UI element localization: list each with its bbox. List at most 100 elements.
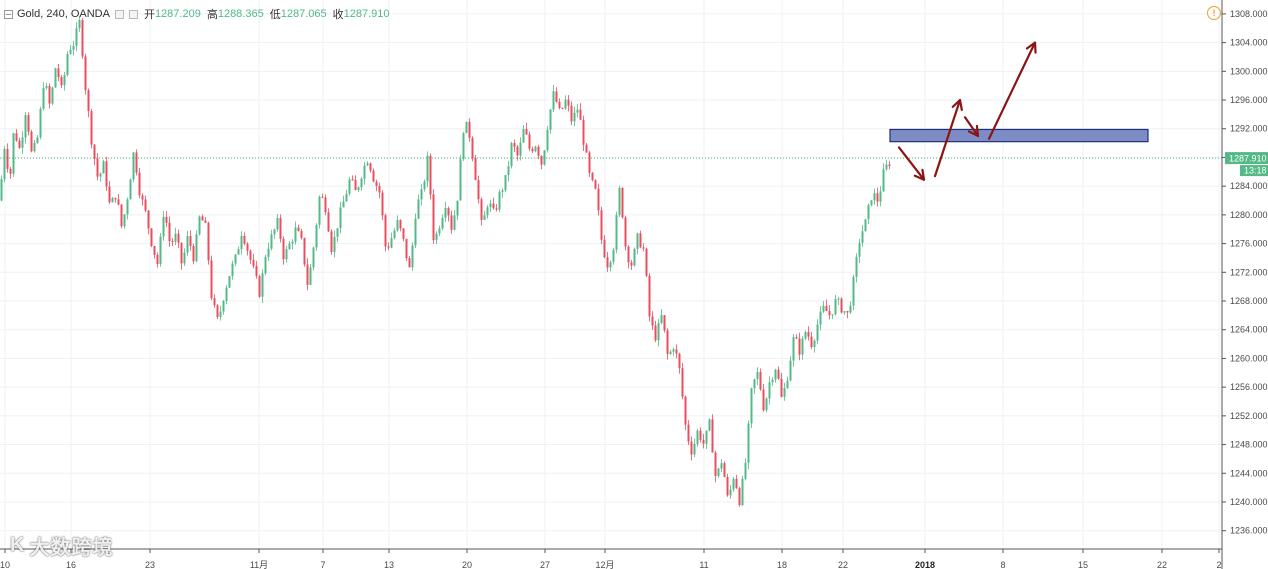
candle (6, 143, 9, 173)
candle (888, 160, 891, 170)
candle (627, 245, 630, 269)
candle-body (357, 187, 360, 191)
candle (450, 210, 453, 234)
candle (237, 246, 240, 255)
candle-body (162, 216, 165, 237)
candle (615, 211, 618, 254)
candle (441, 214, 444, 231)
candle (360, 177, 363, 191)
candle-body (828, 311, 831, 316)
candle-body (474, 158, 477, 181)
candle (324, 194, 327, 216)
candle (480, 197, 483, 226)
candle (795, 334, 798, 339)
candle-body (684, 396, 687, 425)
candle (813, 338, 816, 353)
x-tick-label: 11月 (250, 560, 268, 569)
candle-body (264, 256, 267, 274)
y-tick-label: 1272.000 (1230, 267, 1268, 277)
candle (594, 179, 597, 190)
candle-body (15, 133, 18, 141)
candle-body (732, 478, 735, 490)
candle (33, 140, 36, 153)
settings-icon[interactable] (114, 9, 124, 19)
candle-body (465, 121, 468, 134)
candle (375, 179, 378, 192)
candle (114, 197, 117, 203)
candle-body (807, 331, 810, 337)
collapse-icon[interactable] (4, 9, 13, 19)
candle-body (516, 146, 519, 156)
candle (525, 122, 528, 136)
candle (369, 162, 372, 173)
candle-body (117, 199, 120, 205)
watermark: K 大数跨境 (10, 530, 113, 560)
candle (45, 83, 48, 90)
candle (750, 387, 753, 428)
candle-body (786, 380, 789, 389)
candle-body (21, 137, 24, 148)
candle (0, 175, 3, 202)
candle-body (66, 53, 69, 75)
candle (558, 98, 561, 110)
y-tick-label: 1236.000 (1230, 526, 1268, 536)
candle-body (33, 142, 36, 152)
candle-body (330, 231, 333, 252)
candle-body (345, 193, 348, 202)
candle (825, 299, 828, 312)
candle-body (186, 235, 189, 253)
candle (741, 475, 744, 507)
candle-body (351, 179, 354, 181)
candle-body (309, 267, 312, 285)
candle-body (45, 86, 48, 89)
candle-body (360, 178, 363, 188)
y-tick-label: 1248.000 (1230, 440, 1268, 450)
candle-body (363, 165, 366, 179)
candle-body (339, 207, 342, 229)
candle-body (321, 196, 324, 198)
candle-body (333, 236, 336, 252)
y-tick-label: 1296.000 (1230, 95, 1268, 105)
candle-body (546, 129, 549, 151)
candle-body (864, 219, 867, 232)
candle-body (249, 250, 252, 260)
candle-body (654, 325, 657, 341)
candle-body (402, 228, 405, 239)
hide-icon[interactable] (128, 9, 138, 19)
y-tick-label: 1240.000 (1230, 497, 1268, 507)
candle-body (621, 187, 624, 218)
candle-body (258, 276, 261, 297)
candle (681, 363, 684, 400)
candle-body (456, 200, 459, 216)
candle-body (114, 197, 117, 200)
candle-body (177, 233, 180, 243)
candle (228, 275, 231, 289)
candle-body (39, 108, 42, 138)
candle (264, 254, 267, 276)
candle (729, 485, 732, 499)
candle-body (36, 137, 39, 143)
candle-body (579, 109, 582, 120)
candle-body (555, 91, 558, 102)
candle (60, 75, 63, 89)
candle (777, 366, 780, 380)
candle-body (393, 230, 396, 239)
candle-body (480, 199, 483, 220)
candle-body (690, 441, 693, 455)
candle-body (852, 276, 855, 306)
candle-body (348, 179, 351, 194)
candle-body (495, 208, 498, 210)
candle (300, 228, 303, 240)
candle (801, 336, 804, 360)
current-price-tag: 1287.910 13:18 (1225, 152, 1268, 177)
candle (96, 153, 99, 181)
candle (183, 248, 186, 266)
candle-body (798, 338, 801, 355)
candle (105, 156, 108, 192)
candle (666, 328, 669, 360)
candle (201, 214, 204, 221)
alert-icon[interactable]: ! (1207, 6, 1221, 20)
candle-body (525, 128, 528, 135)
candle-body (18, 140, 21, 148)
